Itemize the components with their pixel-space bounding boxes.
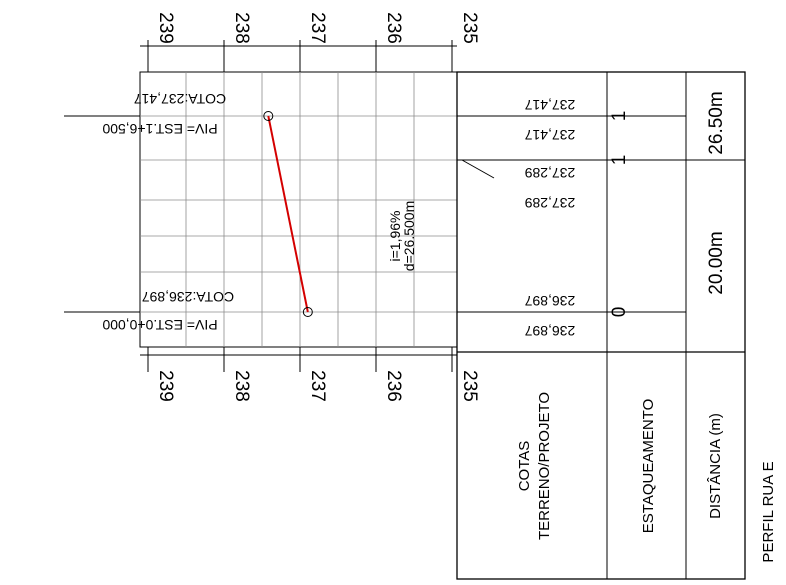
row-label-estaqueamento: ESTAQUEAMENTO (640, 399, 657, 533)
drawing-title: PERFIL RUA E (760, 461, 777, 562)
profile-series (263, 111, 313, 317)
cota-end-projeto: 237,417 (524, 127, 575, 143)
table-frame (456, 71, 746, 580)
estaca-start: 0 (609, 307, 630, 318)
top-elevation-axis: 239 238 237 236 235 (140, 12, 480, 72)
cota-start-projeto: 236,897 (524, 323, 575, 339)
cota-start-terreno: 236,897 (524, 293, 575, 309)
row-label-cotas: COTAS (516, 441, 533, 492)
piv-end-label: PIV= EST.1+6,500 (102, 121, 217, 137)
distancia-total: 26.50m (706, 91, 727, 154)
piv-point (302, 307, 313, 317)
piv-point (263, 111, 274, 121)
profile-line (267, 115, 309, 313)
bottom-tick-235: 235 (459, 370, 480, 402)
chart-grid (140, 72, 457, 347)
bottom-tick-239: 239 (155, 370, 176, 402)
cota-mid-leader (461, 159, 495, 179)
piv-start-label: PIV= EST.0+0,000 (102, 317, 217, 333)
top-tick-238: 238 (231, 12, 252, 44)
length-label: d=26.500m (401, 201, 417, 271)
estaca-mid: 1 (609, 155, 630, 166)
top-tick-235: 235 (459, 12, 480, 44)
bottom-tick-238: 238 (231, 370, 252, 402)
slope-label: i=1,96% (387, 211, 403, 262)
estaca-end: 1 (609, 111, 630, 122)
top-tick-237: 237 (307, 12, 328, 44)
row-label-terreno-projeto: TERRENO/PROJETO (536, 392, 553, 540)
top-tick-236: 236 (383, 12, 404, 44)
top-tick-239: 239 (155, 12, 176, 44)
cota-end-terreno: 237,417 (524, 97, 575, 113)
bottom-tick-237: 237 (307, 370, 328, 402)
cota-start-label: COTA:236,897 (142, 289, 235, 305)
data-table: 237,417 237,417 237,289 237,289 236,897 … (456, 71, 746, 580)
bottom-elevation-axis: 239 238 237 236 235 (140, 347, 480, 402)
distancia-estaca: 20.00m (706, 231, 727, 294)
bottom-tick-236: 236 (383, 370, 404, 402)
cota-end-label: COTA:237,417 (134, 91, 227, 107)
row-label-distancia: DISTÂNCIA (m) (707, 413, 724, 519)
cota-mid-terreno: 237,289 (524, 165, 575, 181)
cota-mid-projeto: 237,289 (524, 195, 575, 211)
